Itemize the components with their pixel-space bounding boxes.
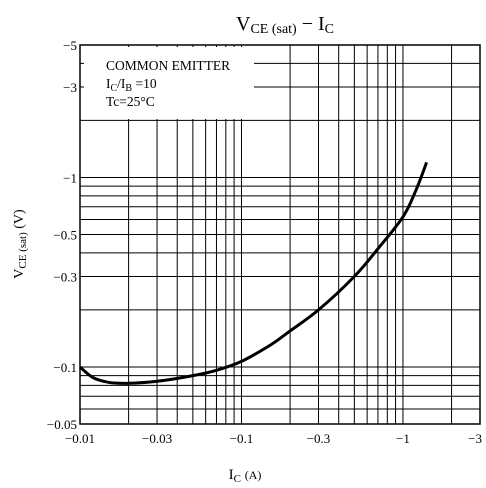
chart-title: VCE (sat) − IC xyxy=(236,13,334,37)
y-tick-label: −0.5 xyxy=(53,228,77,243)
title-right: I xyxy=(318,13,325,35)
annotation-box xyxy=(84,47,254,119)
x-tick-label: −3 xyxy=(468,431,482,446)
y-tick-label: −0.3 xyxy=(53,270,77,285)
xlabel-unit: (A) xyxy=(245,468,262,482)
xlabel-main: I xyxy=(229,467,234,483)
plot-border xyxy=(79,44,481,425)
title-sep: − xyxy=(297,13,318,35)
ann-ib: /I xyxy=(117,76,126,91)
x-tick-label: −0.03 xyxy=(142,431,172,446)
title-main: V xyxy=(236,13,251,35)
ann-ib-sub: B xyxy=(125,83,132,94)
annotation-line2: IC/IB =10 xyxy=(106,76,157,94)
y-tick-label: −3 xyxy=(63,80,77,95)
ylabel-unit: (V) xyxy=(12,209,27,229)
x-axis-label: IC (A) xyxy=(229,467,262,485)
annotation-line1: COMMON EMITTER xyxy=(106,58,230,73)
title-main-sub: CE (sat) xyxy=(250,22,297,37)
axis-ticks: −0.01 −0.03 −0.1 −0.3 −1 −3 −5 −3 −1 −0.5 −0.3 −0.1… xyxy=(47,38,482,446)
title-right-sub: C xyxy=(325,22,334,37)
ann-ratio: =10 xyxy=(132,76,157,91)
ann-ic: I xyxy=(106,76,111,91)
x-tick-label: −0.3 xyxy=(307,431,331,446)
y-axis-label: VCE (sat) (V) xyxy=(12,209,29,279)
x-tick-label: −1 xyxy=(396,431,410,446)
xlabel-sub: C xyxy=(234,473,241,485)
y-tick-label: −0.1 xyxy=(53,360,77,375)
series-curve xyxy=(79,161,429,385)
x-tick-label: −0.01 xyxy=(65,431,95,446)
ann-ic-sub: C xyxy=(111,83,118,94)
y-tick-label: −1 xyxy=(63,170,77,185)
y-tick-label: −5 xyxy=(63,38,77,53)
annotation-line3: Tc=25°C xyxy=(106,94,155,109)
ylabel-main: V xyxy=(12,269,27,279)
x-tick-label: −0.1 xyxy=(230,431,254,446)
ylabel-sub: CE (sat) xyxy=(17,232,29,269)
y-tick-label: −0.05 xyxy=(47,417,77,432)
